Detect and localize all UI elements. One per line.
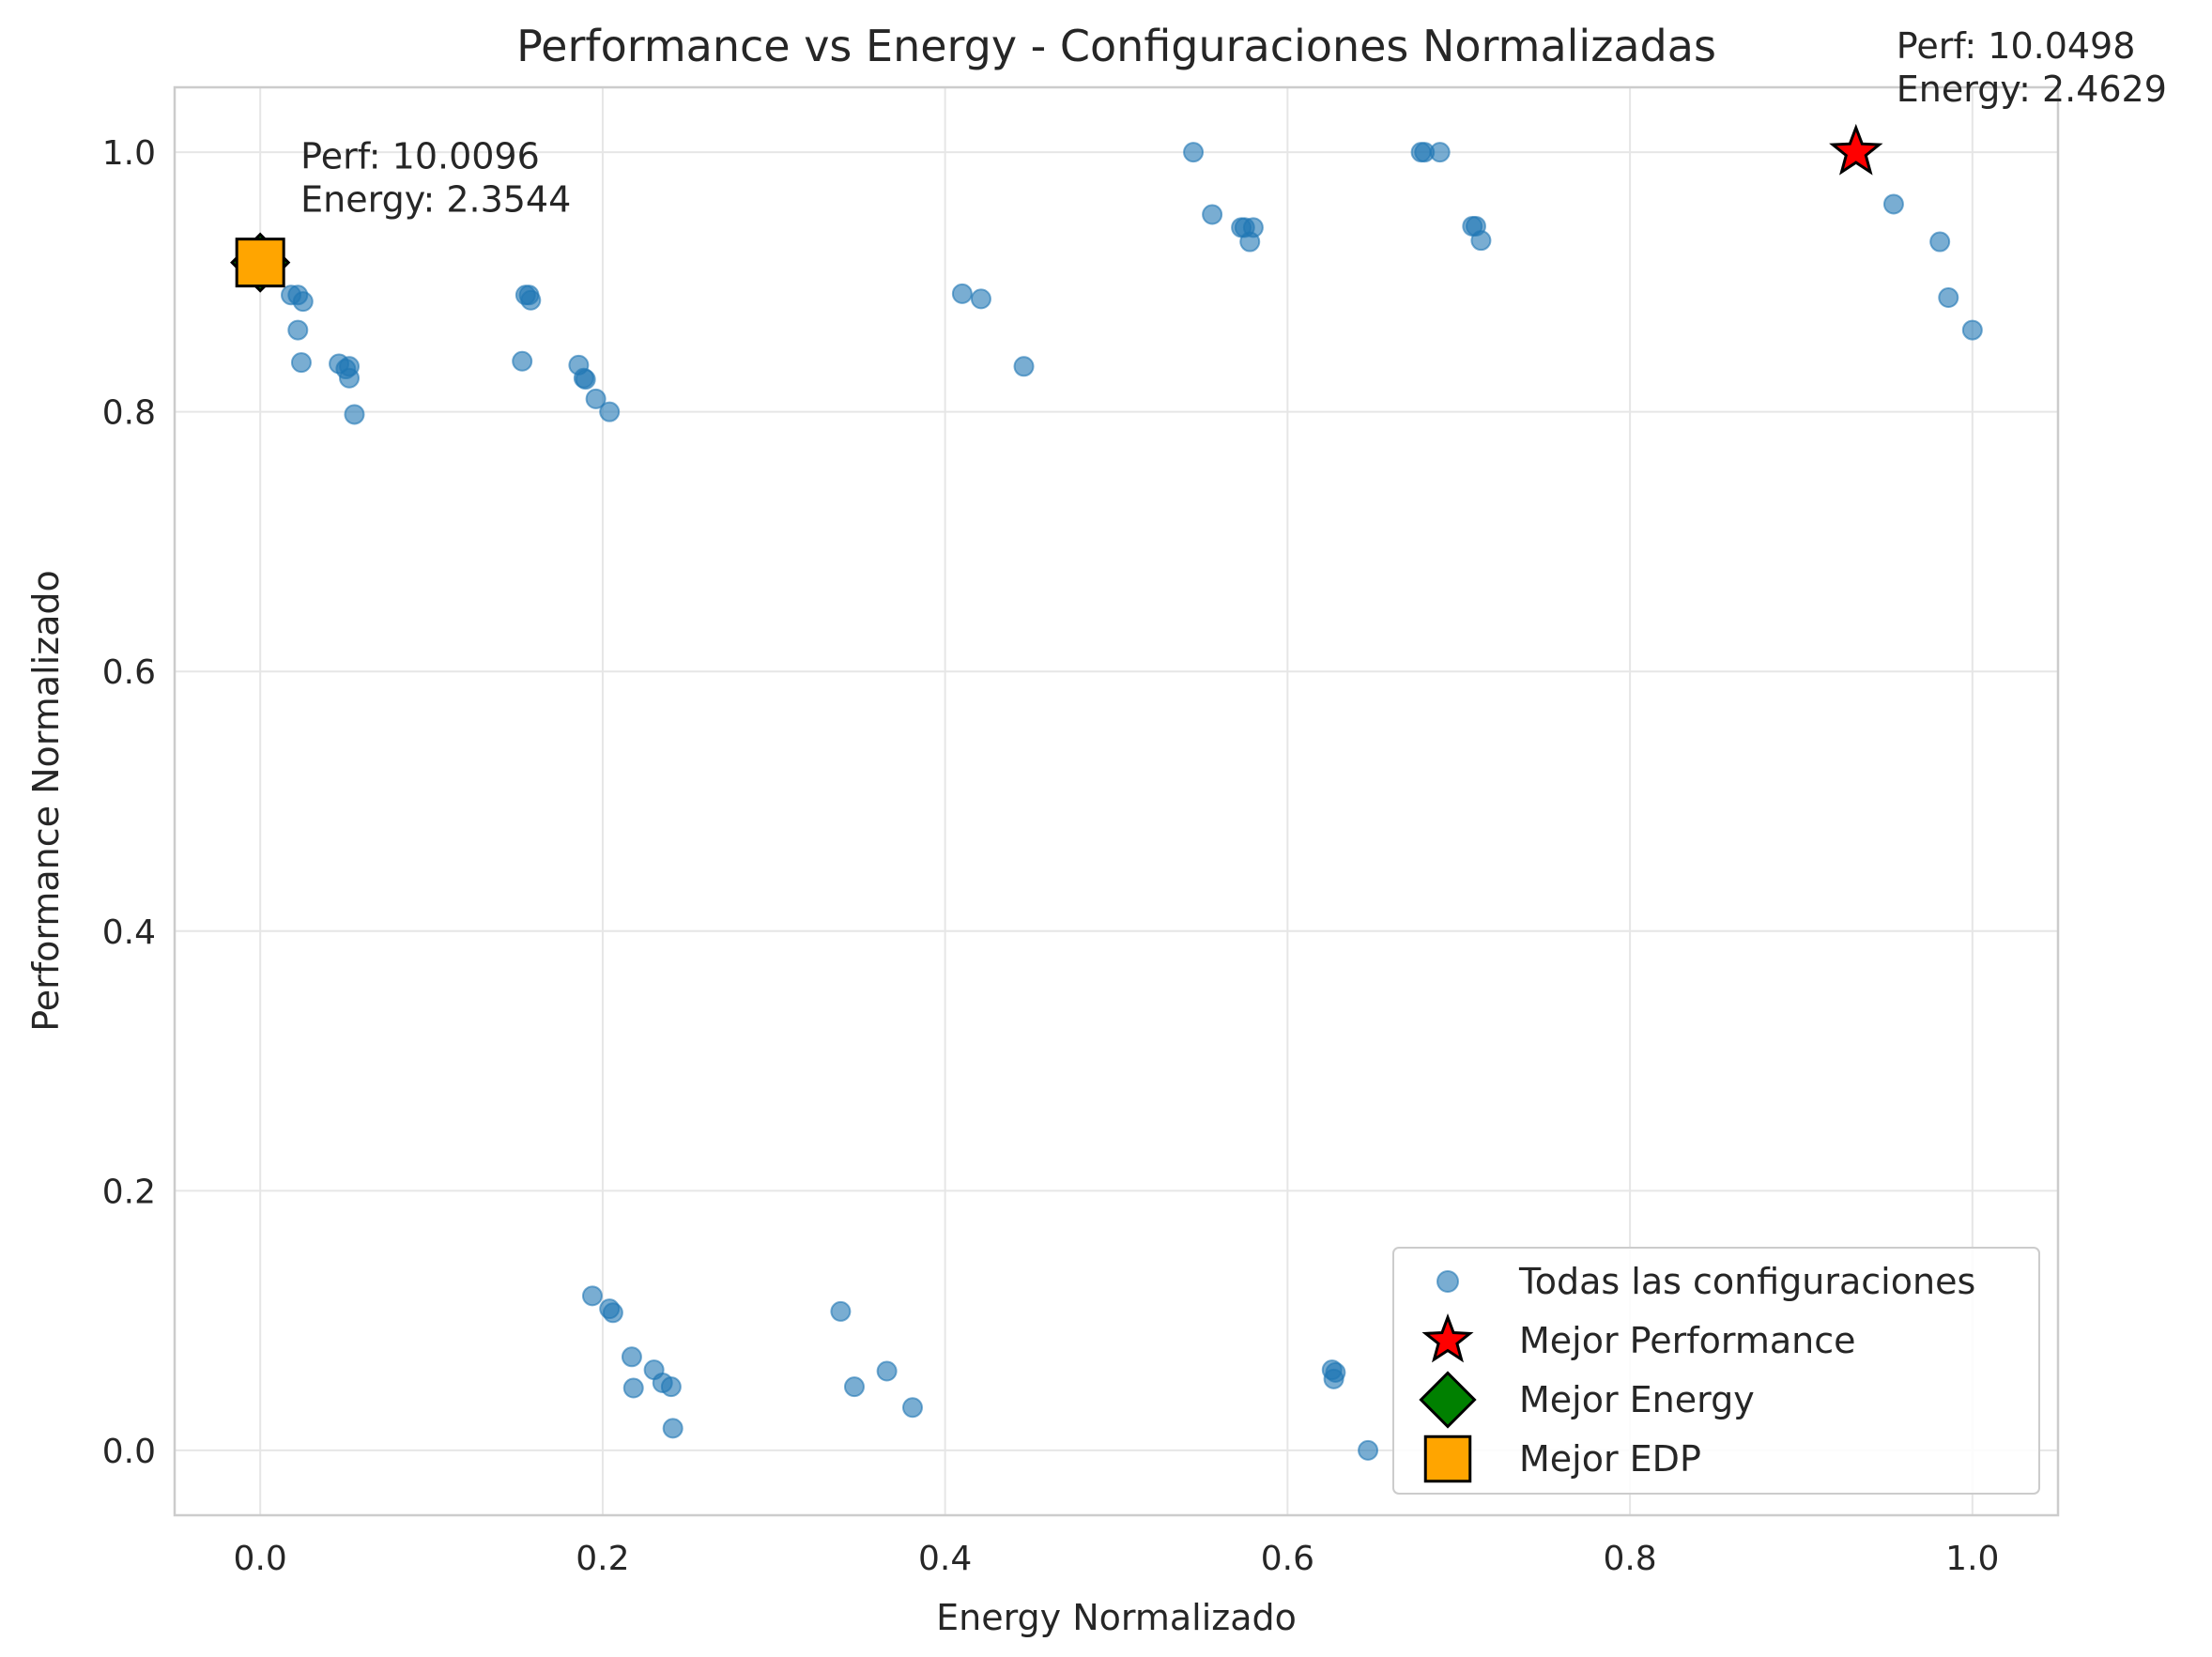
legend-box (1392, 1247, 2040, 1495)
data-point (602, 1302, 623, 1324)
y-tick-label: 0.0 (102, 1433, 156, 1471)
data-point (599, 401, 621, 422)
data-point (951, 283, 973, 304)
data-point (1183, 142, 1205, 163)
data-point (292, 291, 314, 313)
legend-star-icon (1421, 1313, 1474, 1363)
data-point (585, 388, 607, 409)
data-point (344, 404, 365, 425)
chart-title: Performance vs Energy - Configuraciones … (516, 21, 1716, 71)
data-point (662, 1418, 684, 1439)
data-point (575, 369, 596, 391)
y-tick-label: 0.2 (102, 1173, 156, 1211)
data-point (1470, 230, 1492, 252)
data-point (970, 288, 991, 310)
y-tick-label: 0.6 (102, 653, 156, 692)
data-point (622, 1377, 644, 1399)
x-axis-label: Energy Normalizado (936, 1597, 1297, 1638)
data-point (660, 1376, 682, 1398)
legend-entry-label: Todas las configuraciones (1518, 1261, 1975, 1302)
data-point (287, 319, 309, 341)
legend-circle-icon (1436, 1270, 1459, 1293)
data-point (876, 1360, 898, 1382)
x-tick-label: 0.4 (918, 1540, 972, 1578)
data-point (1882, 193, 1904, 215)
annotation-text: Energy: 2.3544 (300, 179, 571, 221)
data-point (1929, 231, 1951, 253)
y-axis-label: Performance Normalizado (25, 570, 67, 1032)
data-point (1325, 1361, 1346, 1383)
annotation-text: Perf: 10.0498 (1897, 25, 2136, 67)
annotation-text: Energy: 2.4629 (1897, 69, 2167, 110)
x-tick-label: 0.6 (1261, 1540, 1314, 1578)
x-tick-label: 1.0 (1945, 1540, 1999, 1578)
legend-diamond-icon (1419, 1371, 1477, 1429)
data-point (520, 289, 542, 311)
data-point (339, 367, 361, 389)
plot-frame (173, 85, 2060, 1517)
y-tick-label: 0.4 (102, 913, 156, 952)
legend-entry-label: Mejor EDP (1519, 1438, 1701, 1480)
square-marker (235, 238, 285, 288)
data-point (1938, 287, 1959, 309)
legend-square-icon (1423, 1435, 1472, 1483)
y-tick-label: 1.0 (102, 134, 156, 173)
data-point (1242, 217, 1264, 238)
y-tick-label: 0.8 (102, 394, 156, 433)
data-point (290, 352, 312, 374)
x-tick-labels: 0.0 0.2 0.4 0.6 0.8 1.0 (234, 1540, 2000, 1578)
legend-entry-label: Mejor Energy (1519, 1379, 1755, 1420)
data-point (1358, 1439, 1379, 1461)
data-point (581, 1285, 603, 1307)
data-point (901, 1397, 923, 1419)
legend-entry-label: Mejor Performance (1519, 1320, 1855, 1361)
star-marker (1829, 123, 1883, 176)
data-point (1429, 142, 1451, 163)
data-point (1013, 356, 1035, 377)
data-point (1202, 204, 1223, 225)
legend: Todas las configuraciones Mejor Performan… (1392, 1247, 2040, 1495)
x-tick-label: 0.0 (234, 1540, 287, 1578)
data-point (621, 1346, 642, 1368)
y-tick-labels: 0.0 0.2 0.4 0.6 0.8 1.0 (102, 134, 156, 1471)
data-points (250, 142, 1983, 1461)
highlight-markers (230, 123, 1883, 293)
annotation-text: Perf: 10.0096 (300, 136, 540, 177)
data-point (1961, 319, 1983, 341)
data-point (843, 1376, 865, 1398)
x-tick-label: 0.2 (576, 1540, 629, 1578)
data-point (512, 350, 533, 372)
data-point (830, 1300, 852, 1322)
x-tick-label: 0.8 (1603, 1540, 1656, 1578)
